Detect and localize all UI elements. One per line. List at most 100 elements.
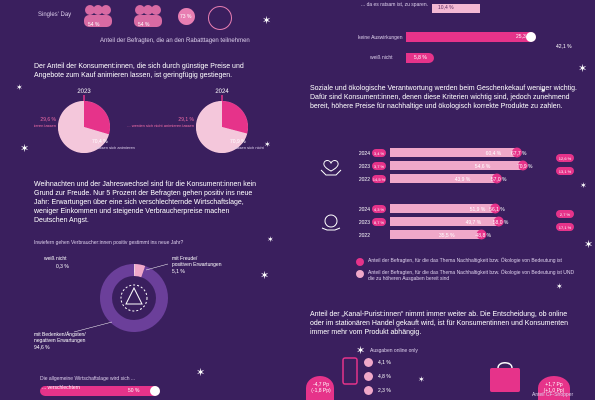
legend-label-2: Anteil der Befragten, für die das Thema … [368,270,575,282]
para-weihnachten: Weihnachten und der Jahreswechsel sind f… [34,181,257,225]
badge-right [538,376,570,400]
sparen-value: 10,4 % [438,5,454,11]
donut-label: negativen Erwartungen [34,338,86,344]
badge-left [306,376,334,400]
pie-label: ... lassen sich animieren [92,145,135,150]
donut-label: positiven Erwartungen [172,262,222,268]
legend-marker-1 [356,258,364,266]
side-badge-value: 3,4 % [374,151,385,156]
bar-value: 58,0 % [493,220,509,226]
star-icon: ✶ [16,83,23,92]
para-kanal: Anteil der „Kanal-Purist:innen“ nimmt im… [310,311,568,337]
gear-ring-icon [120,284,148,312]
bar-category: 2023 [359,164,370,170]
star-icon: ✶ [264,140,271,149]
verschlechtern-value: 50 % [128,388,140,394]
star-icon: ✶ [556,282,563,291]
right-badge [556,167,574,175]
pie-label: ... lassen sich nicht Angeboten [230,145,264,150]
sparen-bar [432,4,480,13]
pie-label: ... werden sich nicht animieren lassen [34,123,56,128]
bar-end-badge [490,203,501,214]
right-badge-value: 12,6 % [559,156,572,161]
star-icon: ✶ [584,239,594,251]
side-badge [372,175,386,183]
bar-value: 67,7 % [511,151,527,157]
leader-line [73,321,113,333]
weiss-bar [406,53,434,63]
verschlechtern-label: ... verschlechtern [42,385,81,391]
bar-category: 2024 [359,151,370,157]
bar-series-2 [390,217,499,226]
star-icon: ✶ [20,143,30,155]
star-icon: ✶ [260,270,270,282]
bar-end-badge [476,229,487,240]
euro-leaf-icon [321,214,341,231]
star-icon: ✶ [196,367,206,379]
bar-end-dot [526,32,536,42]
pie-slice [196,101,248,153]
bar-value: 43,9 % [455,177,471,183]
side-badge-value: 3,7 % [374,164,385,169]
right-badge-value: 13,1 % [559,169,572,174]
heart-hands-icon [320,160,342,176]
dot-marker [364,386,373,395]
right-badge [556,154,574,162]
online-value: 4,1 % [378,360,391,366]
bar-end-badge [493,216,504,227]
bar-series-2 [390,148,517,157]
people-value: 54 % [88,22,100,28]
bar-value: 54,6 % [475,164,491,170]
pie-label: 29,1 % [178,117,194,123]
badge-right-value: +1,7 Pp (+1,0 Pp) [543,382,565,394]
bar-end-badge [511,147,522,158]
bar-value: 35,5 % [439,233,455,239]
christmas-star-icon [125,286,143,305]
donut-value: 5,1 % [172,269,185,275]
pie-title: 2023 [77,89,91,95]
weiss-label: weiß nicht [370,55,393,61]
verschlechtern-bar [40,386,160,396]
bar-category: 2022 [359,233,370,239]
bar-value: 49,7 % [466,220,482,226]
bar-end-badge [491,173,502,184]
star-icon: ✶ [267,235,274,244]
legend-label-1: Anteil der Befragten, für die das Thema … [368,258,562,264]
bar-series-2 [390,161,523,170]
bar-series-2 [390,174,497,183]
para-sozial: Soziale und ökologische Verantwortung we… [310,85,577,111]
star-icon: ✶ [580,181,587,190]
bar-series-2 [390,230,482,239]
badge-left-value: -4,7 Pp (-1,8 Pp) [311,382,331,394]
bar-value: 48,8 % [476,233,492,239]
right-badge [556,210,574,218]
pie-label: 70,4 % [92,139,108,145]
pie-slice [84,101,110,135]
side-badge [372,205,386,213]
bar-value: 57,0 % [491,177,507,183]
pie-label: 70,9 % [230,139,246,145]
sentiment-donut-chart: weiß nicht 0,3 % mit Freude/positiven Erwa… [34,256,222,351]
percent-circle-value: 73 % [180,14,192,20]
side-badge-value: 4,3 % [374,207,385,212]
para-preise: Der Anteil der Konsument:innen, die sich… [34,63,244,80]
weiss-value: 5,8 % [414,55,427,61]
pie-label: ... werden sich nicht animieren lassen [127,123,194,128]
right-badge-value: 2,7 % [560,212,571,217]
percent-ring [208,6,232,30]
bar-end-badge [517,160,528,171]
dot-marker [364,372,373,381]
smartphone-icon [342,357,358,385]
rabatt-caption: Anteil der Befragten, die an den Rabattt… [100,38,250,44]
ausgaben-online-label: Ausgaben online only [370,348,418,354]
bar-value: 56,1 % [489,207,505,213]
side-badge [372,218,386,226]
star-icon: ✶ [262,15,272,27]
legend-marker-2 [356,270,364,278]
right-badge-value: 17,1 % [559,225,572,230]
bar-category: 2022 [359,177,370,183]
pie-slice [58,101,109,153]
nachhaltigkeit-bar-charts: 2024 60,4 % 67,7 % 2023 54,6 % 70,9 % 2022 43,9… [359,147,574,240]
donut-value: 0,3 % [56,264,69,270]
bar-series-2 [390,204,496,213]
